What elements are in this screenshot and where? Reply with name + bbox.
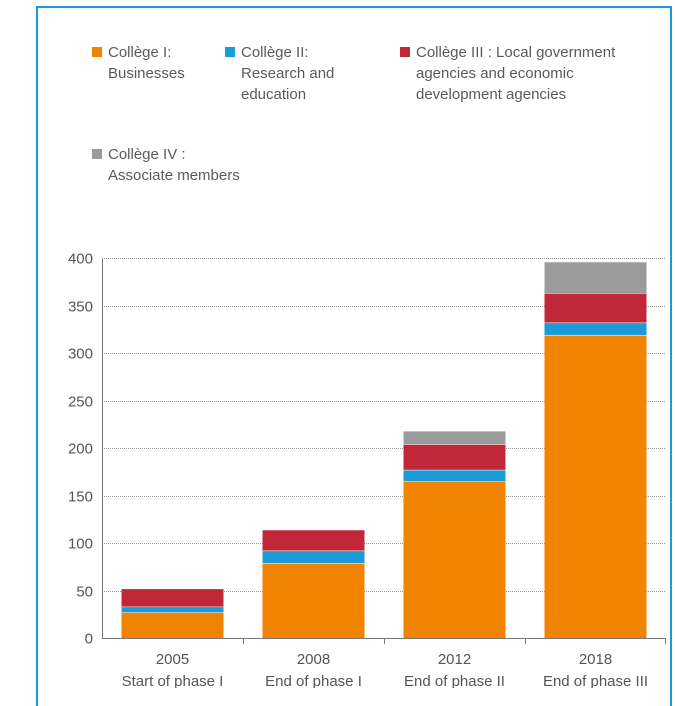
bar-chart: 0 50 100 150 200 250 300 350 400 2005 Start of pha… xyxy=(68,251,666,688)
x-tick-label-2018: 2018 xyxy=(579,651,612,668)
y-tick-label-350: 350 xyxy=(68,299,93,316)
legend-label-college-i: Collège I: Businesses xyxy=(108,44,185,82)
bar-2012-series-2 xyxy=(403,469,506,482)
y-tick-label-100: 100 xyxy=(68,536,93,553)
legend-swatch-college-iii xyxy=(400,47,410,57)
y-tick-label-300: 300 xyxy=(68,346,93,363)
bar-2012-series-3 xyxy=(403,444,506,470)
x-tick-sublabel-2012: End of phase II xyxy=(404,673,505,688)
bar-2008-series-2 xyxy=(262,550,365,563)
bar-2005-series-1 xyxy=(121,612,224,638)
legend-item-college-ii: Collège II: Research and education xyxy=(225,42,375,118)
bar-2012-series-1 xyxy=(403,481,506,638)
bar-2008-series-3 xyxy=(262,529,365,551)
bar-2005-series-2 xyxy=(121,606,224,613)
y-tick-label-150: 150 xyxy=(68,489,93,506)
legend-swatch-college-iv xyxy=(92,149,102,159)
chart-frame xyxy=(36,6,672,706)
x-tick-sublabel-2008: End of phase I xyxy=(265,673,362,688)
legend-swatch-college-ii xyxy=(225,47,235,57)
bar-2018-series-4 xyxy=(544,261,647,294)
legend-swatch-college-i xyxy=(92,47,102,57)
x-tick-label-2005: 2005 xyxy=(156,651,189,668)
y-tick-label-250: 250 xyxy=(68,394,93,411)
y-tick-label-50: 50 xyxy=(76,584,93,601)
x-tick-sublabel-2005: Start of phase I xyxy=(122,673,224,688)
y-tick-label-400: 400 xyxy=(68,251,93,268)
legend-item-college-iv: Collège IV : Associate members xyxy=(92,144,292,194)
bar-2008-series-1 xyxy=(262,562,365,638)
legend-label-college-iv: Collège IV : Associate members xyxy=(108,146,240,184)
bar-2018-series-3 xyxy=(544,293,647,323)
y-tick-label-0: 0 xyxy=(85,631,93,648)
bar-2018-series-1 xyxy=(544,334,647,638)
bar-2005-series-3 xyxy=(121,588,224,607)
legend-label-college-iii: Collège III : Local government agencies … xyxy=(416,44,616,103)
legend-label-college-ii: Collège II: Research and education xyxy=(241,44,335,103)
bar-2018-series-2 xyxy=(544,322,647,335)
bar-2012-series-4 xyxy=(403,430,506,445)
legend-item-college-iii: Collège III : Local government agencies … xyxy=(400,42,670,118)
x-tick-sublabel-2018: End of phase III xyxy=(543,673,648,688)
x-tick-label-2008: 2008 xyxy=(297,651,330,668)
x-tick-label-2012: 2012 xyxy=(438,651,471,668)
y-tick-label-200: 200 xyxy=(68,441,93,458)
legend-item-college-i: Collège I: Businesses xyxy=(92,42,222,92)
